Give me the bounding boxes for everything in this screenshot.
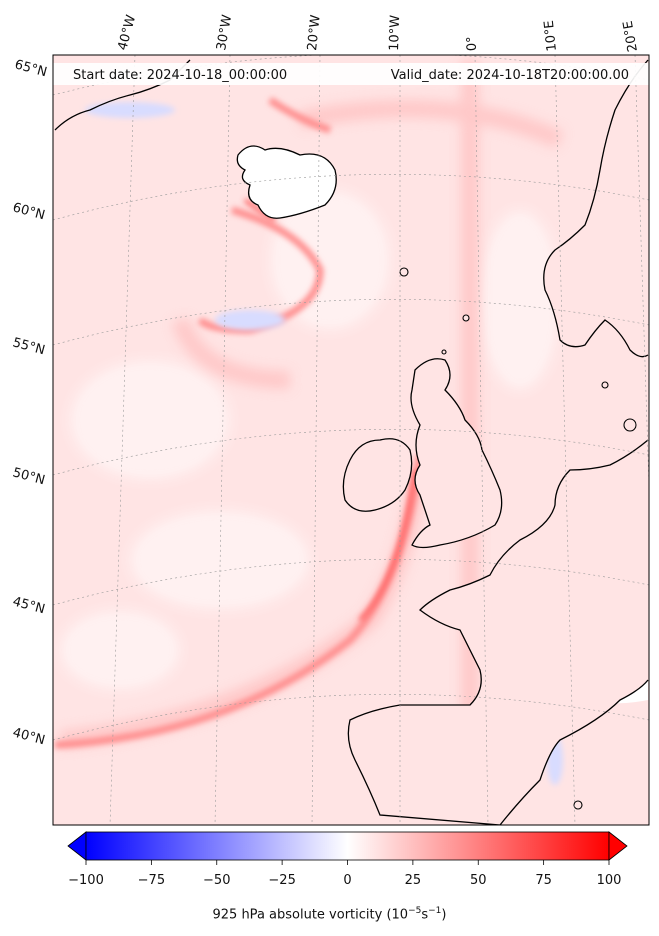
lon-label-30w: 30°W <box>214 14 235 52</box>
colorbar-tick-label: 50 <box>470 873 487 888</box>
ireland-coast <box>342 438 413 512</box>
lon-label-20w: 20°W <box>305 14 324 51</box>
lon-label-0: 0° <box>464 36 480 51</box>
colorbar-title-prefix: 925 hPa absolute vorticity (10 <box>212 907 409 923</box>
lat-label-40n: 40°N <box>11 725 47 748</box>
colorbar-ticks: −100 −75 −50 −25 0 25 50 75 100 <box>68 860 621 888</box>
colorbar: −100 −75 −50 −25 0 25 50 75 100 <box>67 831 628 888</box>
lat-label-50n: 50°N <box>11 465 47 488</box>
header-banner <box>53 63 649 85</box>
lat-label-45n: 45°N <box>11 594 47 617</box>
lat-label-65n: 65°N <box>13 57 49 80</box>
colorbar-tick-label: 100 <box>597 873 622 888</box>
norway-coast <box>543 59 649 358</box>
lon-label-10e: 10°E <box>542 19 560 52</box>
colorbar-title-exp2: −1 <box>428 906 442 916</box>
colorbar-title: 925 hPa absolute vorticity (10−5s−1) <box>0 906 659 922</box>
lon-label-40w: 40°W <box>115 13 139 52</box>
colorbar-tick-label: 0 <box>343 873 351 888</box>
colorbar-tick-label: 25 <box>405 873 422 888</box>
colorbar-low-extend <box>67 831 87 861</box>
valid-date-label: Valid_date: 2024-10-18T20:00:00.00 <box>391 68 629 83</box>
longitude-labels: 40°W 30°W 20°W 10°W 0° 10°E 20°E <box>115 13 641 53</box>
lon-label-10w: 10°W <box>387 15 403 52</box>
europe-coast <box>347 439 649 825</box>
colorbar-tick-label: −100 <box>68 873 104 888</box>
map-frame <box>52 54 650 826</box>
lat-label-60n: 60°N <box>11 200 47 223</box>
colorbar-title-exp1: −5 <box>408 906 422 916</box>
colorbar-title-suffix: ) <box>441 907 447 923</box>
colorbar-tick-label: −50 <box>203 873 230 888</box>
graticule <box>53 55 649 825</box>
colorbar-tick-label: −75 <box>138 873 165 888</box>
start-date-label: Start date: 2024-10-18_00:00:00 <box>73 68 287 83</box>
small-islands <box>399 267 637 810</box>
colorbar-tick-label: −25 <box>268 873 295 888</box>
iceland-coast <box>236 145 337 219</box>
latitude-labels: 65°N 60°N 55°N 50°N 45°N 40°N <box>11 57 49 748</box>
colorbar-bar <box>85 831 610 861</box>
vorticity-field <box>53 55 649 825</box>
lon-label-20e: 20°E <box>621 20 641 53</box>
great-britain-coast <box>410 358 503 549</box>
colorbar-tick-label: 75 <box>535 873 552 888</box>
colorbar-title-mid: s <box>421 907 429 923</box>
lat-label-55n: 55°N <box>11 335 47 358</box>
colorbar-high-extend <box>608 831 628 861</box>
